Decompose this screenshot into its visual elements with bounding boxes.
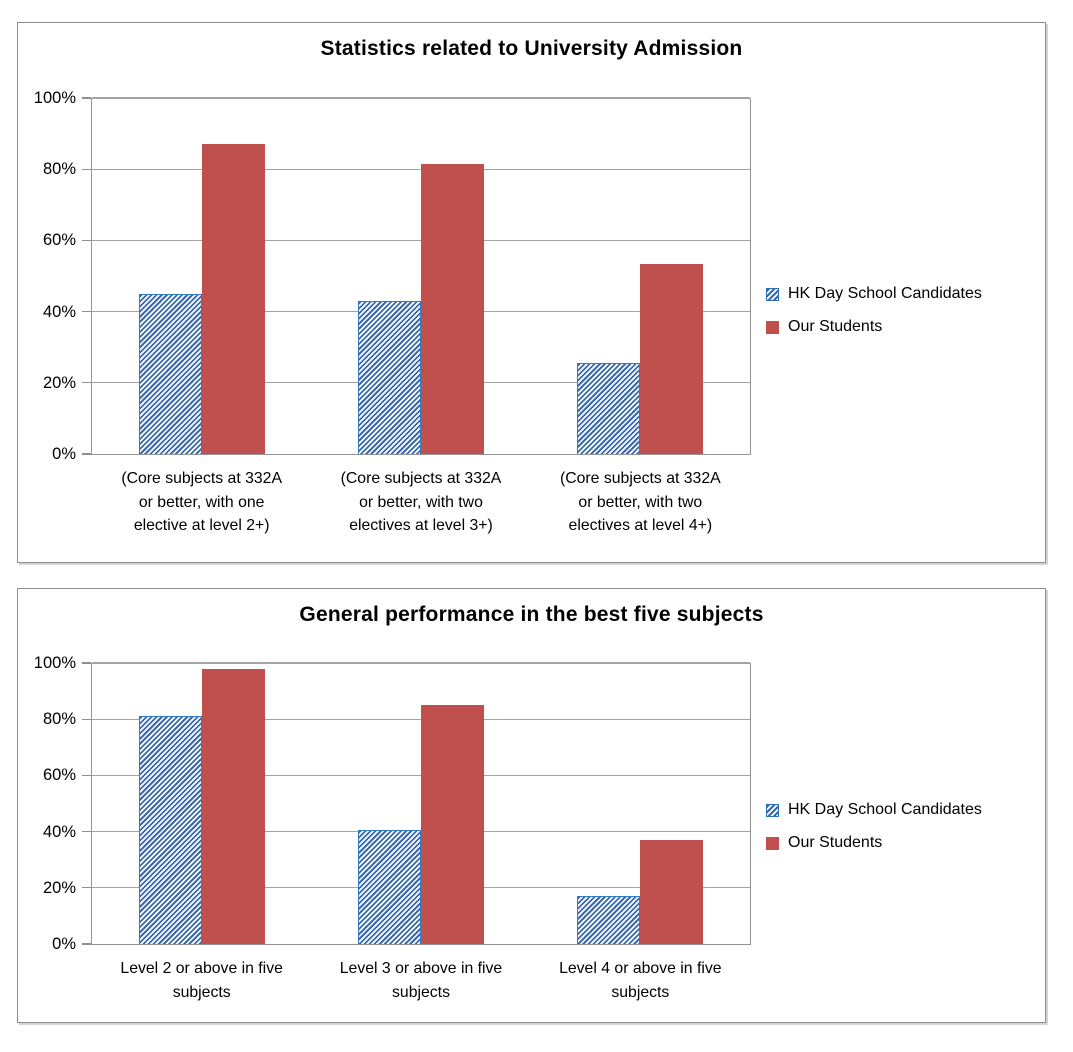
y-axis-tick bbox=[81, 239, 91, 242]
bar-our-students-cat2 bbox=[421, 163, 484, 454]
y-axis-tick bbox=[81, 168, 91, 170]
y-axis-tick bbox=[81, 718, 91, 720]
bar-hk-candidates-cat3 bbox=[577, 363, 641, 454]
solid-red-swatch-icon bbox=[766, 836, 779, 850]
gridline-100% bbox=[92, 662, 750, 664]
y-axis-tick bbox=[81, 943, 91, 945]
bar-our-students-cat3 bbox=[640, 840, 704, 944]
y-axis-tick bbox=[81, 830, 91, 833]
hatched-blue-swatch-icon bbox=[766, 803, 779, 817]
y-axis-tick bbox=[81, 453, 91, 455]
bar-hk-candidates-cat2 bbox=[358, 830, 421, 944]
y-axis-label: 60% bbox=[42, 766, 76, 785]
bar-our-students-cat3 bbox=[640, 263, 704, 454]
legend-label-our-students: Our Students bbox=[788, 834, 883, 851]
admission-chart-plot-area: 0% 20% 40% 60% 80% 100% (Core subjects at 332A… bbox=[34, 89, 751, 534]
performance-chart-panel: General performance in the best five sub… bbox=[17, 588, 1046, 1023]
y-axis-tick bbox=[81, 662, 91, 664]
admission-chart-title: Statistics related to University Admissi… bbox=[320, 37, 743, 60]
performance-chart-legend: HK Day School Candidates Our Students bbox=[766, 801, 982, 852]
category-label-2: (Core subjects at 332A or better, with t… bbox=[340, 470, 502, 535]
bar-our-students-cat1 bbox=[201, 144, 265, 454]
y-axis-tick bbox=[81, 774, 91, 777]
y-axis-label: 0% bbox=[52, 445, 76, 463]
y-axis-tick bbox=[81, 382, 91, 384]
category-label-3: Level 4 or above in five subjects bbox=[559, 960, 722, 1001]
solid-red-swatch-icon bbox=[766, 320, 779, 334]
y-axis-tick bbox=[81, 887, 91, 889]
y-axis-label: 40% bbox=[42, 822, 76, 841]
admission-chart-panel: Statistics related to University Admissi… bbox=[17, 22, 1046, 563]
legend-item-our-students: Our Students bbox=[766, 318, 982, 336]
bar-hk-candidates-cat1 bbox=[138, 293, 202, 454]
admission-chart-legend: HK Day School Candidates Our Students bbox=[766, 285, 982, 336]
y-axis-label: 0% bbox=[52, 935, 76, 953]
bar-our-students-cat1 bbox=[201, 668, 265, 944]
y-axis-label: 80% bbox=[42, 160, 76, 179]
performance-chart-title: General performance in the best five sub… bbox=[299, 603, 764, 626]
y-axis-label: 100% bbox=[33, 654, 76, 672]
y-axis-label: 60% bbox=[42, 231, 76, 250]
legend-item-hk-candidates: HK Day School Candidates bbox=[766, 801, 982, 819]
bar-our-students-cat2 bbox=[421, 705, 484, 944]
y-axis-label: 20% bbox=[42, 373, 76, 392]
y-axis-label: 40% bbox=[42, 302, 76, 321]
legend-label-our-students: Our Students bbox=[788, 318, 883, 335]
legend-item-hk-candidates: HK Day School Candidates bbox=[766, 285, 982, 303]
category-label-1: (Core subjects at 332A or better, with o… bbox=[121, 470, 282, 535]
category-label-2: Level 3 or above in five subjects bbox=[339, 960, 503, 1001]
bar-hk-candidates-cat3 bbox=[577, 896, 641, 944]
bar-hk-candidates-cat1 bbox=[138, 716, 202, 944]
category-label-3: (Core subjects at 332A or better, with t… bbox=[559, 470, 721, 535]
performance-chart-plot-area: 0% 20% 40% 60% 80% 100% Level 2 or above in fi… bbox=[34, 654, 751, 1001]
y-axis-tick bbox=[81, 310, 91, 313]
legend-label-hk-candidates: HK Day School Candidates bbox=[788, 801, 982, 818]
legend-item-our-students: Our Students bbox=[766, 834, 982, 852]
legend-label-hk-candidates: HK Day School Candidates bbox=[788, 285, 982, 302]
y-axis-label: 100% bbox=[33, 89, 76, 107]
gridline-100% bbox=[92, 97, 750, 99]
hatched-blue-swatch-icon bbox=[766, 287, 779, 301]
y-axis-tick bbox=[81, 97, 91, 99]
y-axis-label: 80% bbox=[42, 710, 76, 729]
category-label-1: Level 2 or above in five subjects bbox=[120, 960, 283, 1001]
y-axis-label: 20% bbox=[42, 878, 76, 897]
bar-hk-candidates-cat2 bbox=[358, 300, 421, 454]
